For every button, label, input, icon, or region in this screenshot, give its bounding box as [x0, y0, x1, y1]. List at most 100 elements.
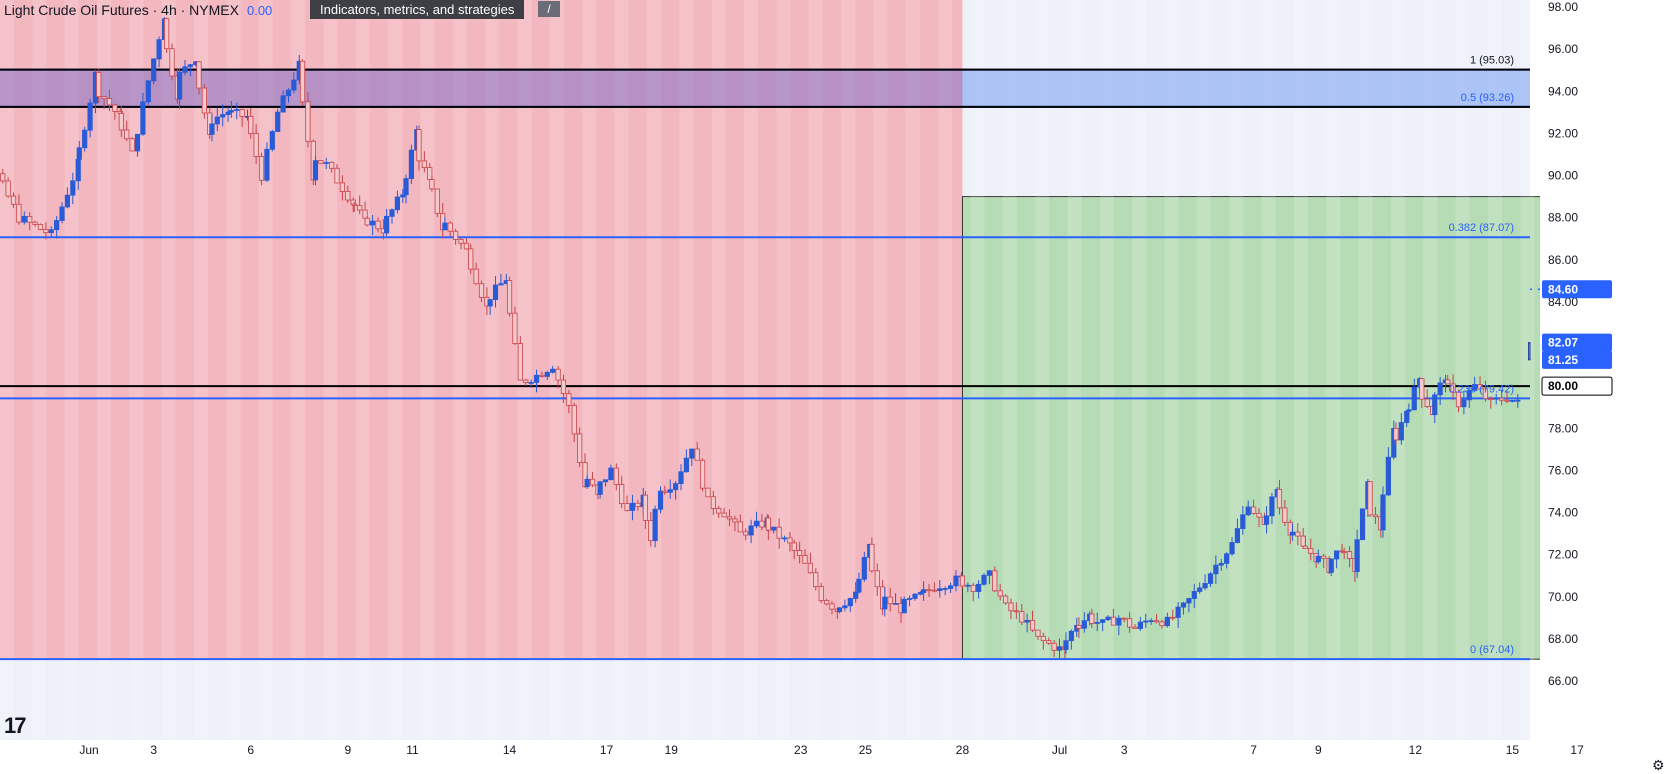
- candle-up: [214, 116, 220, 125]
- fib-label-0.5: 0.5 (93.26): [1461, 92, 1514, 104]
- candle-down: [1372, 514, 1379, 518]
- session-stripe: [97, 0, 111, 740]
- session-stripe: [0, 0, 14, 740]
- candle-down: [43, 229, 49, 234]
- candle-up: [678, 471, 684, 485]
- time-tick-label: 17: [1570, 743, 1584, 757]
- candle-down: [478, 283, 485, 298]
- session-stripe: [226, 0, 241, 740]
- bearish-zone: [0, 0, 963, 660]
- candle-down: [1295, 531, 1301, 537]
- candle-down: [992, 570, 998, 592]
- candle-up: [1315, 555, 1321, 563]
- candle-down: [624, 503, 630, 511]
- candle-down: [1040, 635, 1046, 642]
- candle-up: [689, 448, 695, 459]
- candle-up: [1398, 422, 1404, 441]
- candle-up: [602, 479, 609, 483]
- fib-label-0: 0 (67.04): [1470, 644, 1514, 656]
- candle-up: [1240, 514, 1246, 530]
- candle-up: [228, 110, 234, 113]
- session-stripe: [905, 0, 920, 740]
- candle-down: [1046, 640, 1052, 644]
- fib-labels-layer: 1 (95.03) 0.5 (93.26) 0.382 (87.07) 0.236 (…: [1449, 55, 1514, 657]
- candle-up: [389, 209, 395, 217]
- fib-band-left: [0, 69, 963, 107]
- candle-up: [667, 489, 673, 493]
- candle-down: [1302, 545, 1308, 549]
- candle-down: [765, 517, 771, 531]
- session-stripe: [679, 0, 694, 740]
- candle-down: [434, 188, 440, 214]
- fib-label-1: 1 (95.03): [1470, 55, 1514, 67]
- session-stripe: [194, 0, 209, 740]
- candle-up: [533, 374, 540, 383]
- candle-down: [1455, 391, 1462, 408]
- candle-up: [1063, 640, 1069, 650]
- gear-icon[interactable]: ⚙: [1652, 757, 1665, 773]
- candle-down: [1008, 602, 1014, 612]
- time-axis-bg: [0, 740, 1675, 765]
- candle-down: [662, 490, 668, 493]
- candle-down: [970, 584, 976, 592]
- candle-up: [1229, 542, 1235, 555]
- candle-up: [1191, 591, 1197, 599]
- candle-up: [528, 382, 534, 384]
- candle-up: [408, 149, 415, 180]
- candle-up: [156, 39, 162, 60]
- candle-down: [823, 600, 830, 605]
- symbol-title[interactable]: Light Crude Oil Futures · 4h · NYMEX: [4, 2, 239, 18]
- time-tick-label: Jun: [79, 743, 98, 757]
- session-stripe: [744, 0, 758, 740]
- price-tick-label: 78.00: [1548, 421, 1578, 435]
- tradingview-logo[interactable]: 17: [4, 713, 27, 738]
- candle-down: [1256, 512, 1262, 518]
- candle-down: [101, 96, 107, 100]
- price-tick-label: 88.00: [1548, 211, 1578, 225]
- candle-down: [869, 543, 875, 572]
- session-stripe: [1520, 0, 1535, 740]
- candle-up: [921, 589, 927, 593]
- candle-down: [726, 516, 733, 520]
- candle-down: [807, 562, 814, 574]
- candle-up: [182, 66, 188, 73]
- time-tick-label: 3: [1121, 743, 1128, 757]
- quick-search-button[interactable]: /: [538, 1, 560, 17]
- candle-up: [187, 64, 193, 68]
- session-stripe: [1132, 0, 1147, 740]
- candle-down: [1126, 618, 1133, 628]
- candle-down: [429, 179, 435, 190]
- session-stripe: [1164, 0, 1179, 740]
- candle-down: [787, 537, 793, 544]
- session-stripe: [776, 0, 791, 740]
- candle-down: [253, 133, 259, 157]
- candle-up: [1143, 620, 1149, 623]
- candle-up: [673, 483, 679, 491]
- candle-down: [458, 239, 464, 244]
- candle-up: [882, 596, 888, 610]
- candle-up: [1461, 399, 1467, 408]
- candle-up: [1224, 553, 1230, 564]
- candle-up: [151, 58, 157, 82]
- candle-down: [196, 61, 202, 89]
- time-tick-label: 7: [1250, 743, 1257, 757]
- candle-up: [145, 80, 151, 103]
- session-stripe: [388, 0, 403, 740]
- candle-up: [400, 194, 406, 198]
- session-stripe: [873, 0, 888, 740]
- candle-down: [589, 478, 596, 486]
- candle-up: [771, 526, 777, 531]
- session-stripe: [355, 0, 370, 740]
- candle-up: [1100, 619, 1106, 623]
- candle-up: [70, 180, 76, 196]
- candle-down: [791, 542, 797, 551]
- candle-down: [517, 343, 523, 381]
- session-stripe: [1455, 0, 1470, 740]
- candle-up: [487, 299, 493, 307]
- candle-up: [370, 220, 376, 226]
- indicators-button[interactable]: Indicators, metrics, and strategies: [310, 0, 525, 19]
- candle-up: [986, 570, 993, 576]
- candle-up: [76, 147, 82, 160]
- candle-down: [926, 589, 932, 592]
